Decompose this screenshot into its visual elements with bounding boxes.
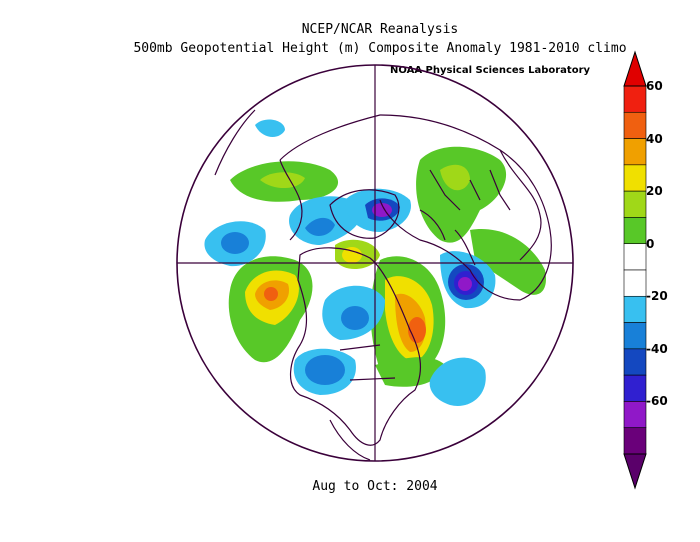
outline-eurasia [279, 114, 552, 301]
colorbar-tick-label: -40 [646, 341, 668, 356]
colorbar-cell [623, 374, 647, 402]
colorbar-cell [623, 243, 647, 271]
credit-label: NOAA Physical Sciences Laboratory [390, 65, 591, 76]
colorbar-top-arrow [623, 50, 647, 87]
anomaly-positive-pacific-center [264, 287, 278, 301]
outline-north-america [290, 247, 421, 446]
anomaly-negative-atlantic [429, 357, 486, 406]
colorbar-tick-label: 0 [646, 236, 655, 251]
anomaly-negative-iceland-core [221, 232, 249, 254]
outline-europe [279, 159, 303, 241]
outline-central-america [329, 419, 371, 461]
anomaly-negative-baffin-core [305, 217, 335, 236]
outline-greenland [329, 189, 400, 239]
colorbar-tick-label: 20 [646, 184, 663, 199]
colorbar-cell [623, 348, 647, 376]
continent-outlines [214, 109, 552, 461]
anomaly-negative-scandinavia [255, 119, 285, 137]
map-title: NCEP/NCAR Reanalysis [301, 22, 459, 37]
colorbar-cell [623, 269, 647, 297]
anomaly-positive-north-atlantic-core [260, 172, 305, 189]
anomaly-positive-atlantic-south [375, 357, 445, 387]
anomaly-negative-northeast-pacific-core [305, 355, 345, 385]
colorbar-cell [623, 217, 647, 245]
colorbar-tick-label: 40 [646, 131, 663, 146]
outline-islands [419, 209, 476, 266]
colorbar-tick-label: -60 [646, 394, 668, 409]
outline-asia-east [499, 149, 542, 261]
map-subtitle: 500mb Geopotential Height (m) Composite … [133, 41, 627, 56]
date-range-label: Aug to Oct: 2004 [312, 479, 438, 494]
anomaly-positive-canada-center [408, 317, 426, 343]
anomaly-positive-siberia [470, 229, 546, 295]
anomaly-positive-eurasia-core [440, 164, 470, 191]
colorbar-cell [623, 401, 647, 429]
colorbar-cell [623, 427, 647, 455]
polar-map [176, 64, 574, 462]
outline-country-borders [339, 169, 511, 381]
anomaly-field [204, 119, 546, 406]
anomaly-negative-east-asia-center [458, 277, 472, 291]
colorbar-cell [623, 295, 647, 323]
colorbar-cell [623, 138, 647, 166]
colorbar-cell [623, 85, 647, 113]
outline-africa [214, 109, 256, 176]
colorbar-tick-label: -20 [646, 289, 668, 304]
colorbar-bottom-arrow [623, 453, 647, 490]
map-boundary [176, 64, 574, 462]
anomaly-positive-arctic-core [342, 247, 362, 263]
colorbar-cell [623, 111, 647, 139]
colorbar-cell [623, 190, 647, 218]
colorbar-cell [623, 164, 647, 192]
colorbar-tick-label: 60 [646, 79, 663, 93]
anomaly-negative-alaska-core [341, 306, 369, 330]
colorbar-cell [623, 322, 647, 350]
colorbar [623, 50, 647, 490]
anomaly-positive-eurasia [416, 146, 507, 243]
